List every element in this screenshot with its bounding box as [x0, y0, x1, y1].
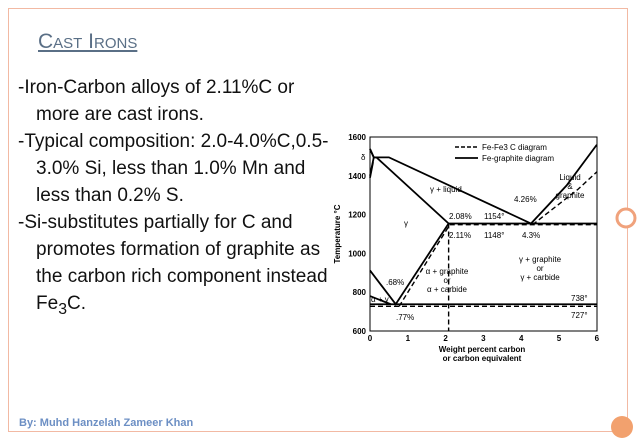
diagram-label: α + graphite — [426, 267, 469, 276]
x-axis-label: Weight percent carbon — [439, 345, 526, 354]
y-tick-label: 1200 — [348, 211, 366, 220]
diagram-label: 1154° — [484, 212, 504, 221]
diagram-label: γ + graphite — [519, 255, 562, 264]
phase-line — [398, 224, 451, 307]
decor-dot — [611, 416, 633, 438]
diagram-label: 1148° — [484, 231, 504, 240]
phase-line — [532, 171, 598, 226]
footer: By: Muhd Hanzelah Zameer Khan — [19, 417, 194, 429]
phase-lines — [369, 144, 598, 331]
diagram-label: Liquid — [559, 173, 580, 182]
diagram-label: & — [567, 182, 573, 191]
diagram-label: δ — [361, 153, 366, 162]
x-axis-label: or carbon equivalent — [443, 354, 522, 363]
decor-circle — [615, 207, 637, 229]
y-tick-label: 1600 — [348, 133, 366, 142]
y-axis-label: Temperature °C — [333, 204, 342, 263]
diagram-label: 4.26% — [514, 195, 537, 204]
y-tick-label: 800 — [353, 288, 367, 297]
diagram-label: .68% — [386, 278, 404, 287]
y-tick-label: 600 — [353, 327, 367, 336]
x-tick-label: 1 — [406, 334, 411, 343]
x-tick-label: 5 — [557, 334, 562, 343]
diagram-label: 4.3% — [522, 231, 540, 240]
diagram-label: γ — [404, 219, 408, 228]
bullet-list: -Iron-Carbon alloys of 2.11%C or more ar… — [18, 74, 336, 323]
slide-title: Cast Irons — [38, 30, 138, 53]
plot-frame — [369, 136, 598, 332]
bullet: -Si-substitutes partially for C and prom… — [18, 209, 336, 323]
diagram-label: 727° — [571, 311, 588, 320]
diagram-label: .77% — [396, 313, 414, 322]
diagram-label: or — [443, 276, 450, 285]
diagram-label: γ + carbide — [520, 273, 560, 282]
phase-line — [369, 148, 597, 225]
y-tick-label: 1400 — [348, 172, 366, 181]
diagram-label: 2.11% — [449, 231, 471, 240]
legend-label: Fe-Fe3 C diagram — [482, 143, 547, 152]
x-tick-label: 4 — [519, 334, 524, 343]
bullet-text: C. — [67, 293, 86, 314]
diagram-label: or — [536, 264, 543, 273]
bullet: -Iron-Carbon alloys of 2.11%C or more ar… — [18, 77, 295, 125]
bullet: -Typical composition: 2.0-4.0%C,0.5-3.0%… — [18, 131, 329, 206]
x-tick-label: 6 — [595, 334, 600, 343]
diagram-label: α + γ — [371, 295, 389, 304]
x-tick-label: 2 — [443, 334, 448, 343]
legend-label: Fe-graphite diagram — [482, 154, 554, 163]
subscript: 3 — [58, 300, 67, 318]
diagram-label: graphite — [556, 191, 585, 200]
x-tick-label: 3 — [481, 334, 486, 343]
phase-line — [369, 162, 374, 178]
diagram-label: γ + liquid — [430, 185, 462, 194]
diagram-label: α + carbide — [427, 285, 468, 294]
y-tick-label: 1000 — [348, 249, 366, 258]
x-tick-label: 0 — [368, 334, 373, 343]
diagram-label: 2.08% — [449, 212, 472, 221]
phase-line — [369, 295, 392, 306]
bullet-text: -Si-substitutes partially for C and prom… — [18, 212, 328, 314]
diagram-label: 738° — [571, 294, 588, 303]
